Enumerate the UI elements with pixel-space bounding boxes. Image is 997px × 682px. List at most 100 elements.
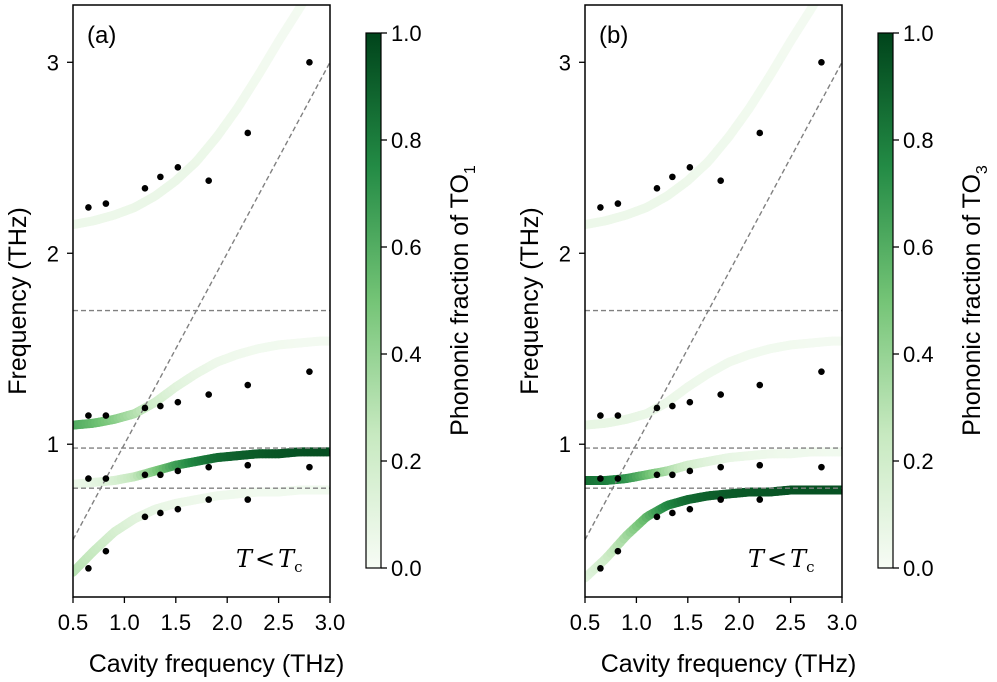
band-up [73,5,307,230]
y-tick-label: 3 [559,50,571,75]
guide-lines [73,61,330,541]
data-point [141,185,149,192]
polariton-bands [585,5,842,583]
x-tick-label: 1.5 [161,610,192,635]
temperature-annotation: T < Tc [236,545,303,576]
colorbar-tick-label: 0.6 [391,235,422,260]
band-mp2 [585,336,842,430]
guide-lines [585,61,842,541]
data-point [756,381,764,389]
band-lp [585,485,842,583]
data-point [717,463,724,471]
data-point [157,509,164,517]
band-mp2 [73,336,330,430]
data-point [756,496,764,503]
x-ticks: 0.5 1.0 1.5 2.0 2.5 3.0 [570,597,857,635]
data-point [205,463,212,471]
plot-frame [584,4,843,598]
data-point [102,200,110,207]
data-point [686,467,694,475]
polariton-bands [73,5,330,577]
data-point [653,513,661,521]
colorbar-tick-label: 1.0 [391,21,422,46]
cavity-diagonal [73,61,330,541]
cavity-diagonal [585,61,842,541]
colorbar-label: Phononic fraction of TO3 [958,165,991,436]
data-point [756,129,764,137]
colorbar-tick-label: 0.2 [391,449,422,474]
data-point [85,204,92,211]
colorbar-tick-label: 0.0 [391,556,422,581]
data-point [686,398,694,406]
data-point [597,475,604,482]
x-tick-label: 2.5 [263,610,294,635]
colorbar: 0.0 0.2 0.4 0.6 0.8 1.0 Phononic fraction of … [365,21,479,581]
data-point [669,173,676,181]
data-point [174,164,182,171]
data-points [85,58,313,572]
data-point [717,391,724,398]
data-point [818,58,825,66]
data-point [686,505,694,513]
y-tick-label: 2 [47,241,59,266]
y-axis-label: Frequency (THz) [4,207,32,395]
data-point [174,505,182,513]
colorbar-tick-label: 0.0 [903,556,934,581]
x-tick-label: 0.5 [570,610,601,635]
colorbar-tick-label: 0.6 [903,235,934,260]
data-point [85,475,92,482]
data-point [244,496,252,503]
data-point [102,475,110,482]
panel-label: (a) [87,22,116,49]
x-tick-label: 1.0 [621,610,652,635]
data-point [157,173,164,181]
data-point [669,471,676,479]
colorbar-gradient [365,32,382,569]
data-point [597,204,604,211]
data-point [756,461,764,469]
data-point [205,496,212,503]
band-mp1 [585,447,842,486]
data-point [614,547,622,555]
data-point [85,412,92,419]
x-tick-label: 1.0 [109,610,140,635]
data-point [244,461,252,469]
panel-label: (b) [599,22,628,49]
y-ticks: 1 2 3 [559,50,585,457]
x-tick-label: 0.5 [58,610,89,635]
data-point [669,509,676,517]
data-point [597,565,604,572]
x-axis-label: Cavity frequency (THz) [601,650,857,678]
data-point [818,463,825,471]
data-point [614,412,622,419]
data-point [141,471,149,479]
x-tick-label: 3.0 [315,610,346,635]
data-point [653,404,661,412]
y-tick-label: 1 [47,432,59,457]
data-point [102,547,110,555]
data-point [306,368,313,375]
data-point [85,565,92,572]
data-point [174,398,182,406]
colorbar: 0.0 0.2 0.4 0.6 0.8 1.0 Phononic fraction of … [877,21,991,581]
data-point [157,402,164,410]
plot-frame [72,4,331,598]
data-point [669,402,676,410]
data-point [686,164,694,171]
data-point [597,412,604,419]
data-point [818,368,825,375]
data-point [141,404,149,412]
data-point [174,467,182,475]
data-point [306,463,313,471]
data-points [597,58,825,572]
y-tick-label: 3 [47,50,59,75]
y-ticks: 1 2 3 [47,50,73,457]
colorbar-tick-label: 0.4 [903,342,934,367]
data-point [244,129,252,137]
x-ticks: 0.5 1.0 1.5 2.0 2.5 3.0 [58,597,346,635]
colorbar-tick-label: 1.0 [903,21,934,46]
panel-a: 0.5 1.0 1.5 2.0 2.5 3.0 1 2 3 (a) T < Tc Cavity f… [4,4,479,678]
panel-b: 0.5 1.0 1.5 2.0 2.5 3.0 1 2 3 (b) T < Tc Cavity f… [516,4,991,678]
data-point [653,471,661,479]
